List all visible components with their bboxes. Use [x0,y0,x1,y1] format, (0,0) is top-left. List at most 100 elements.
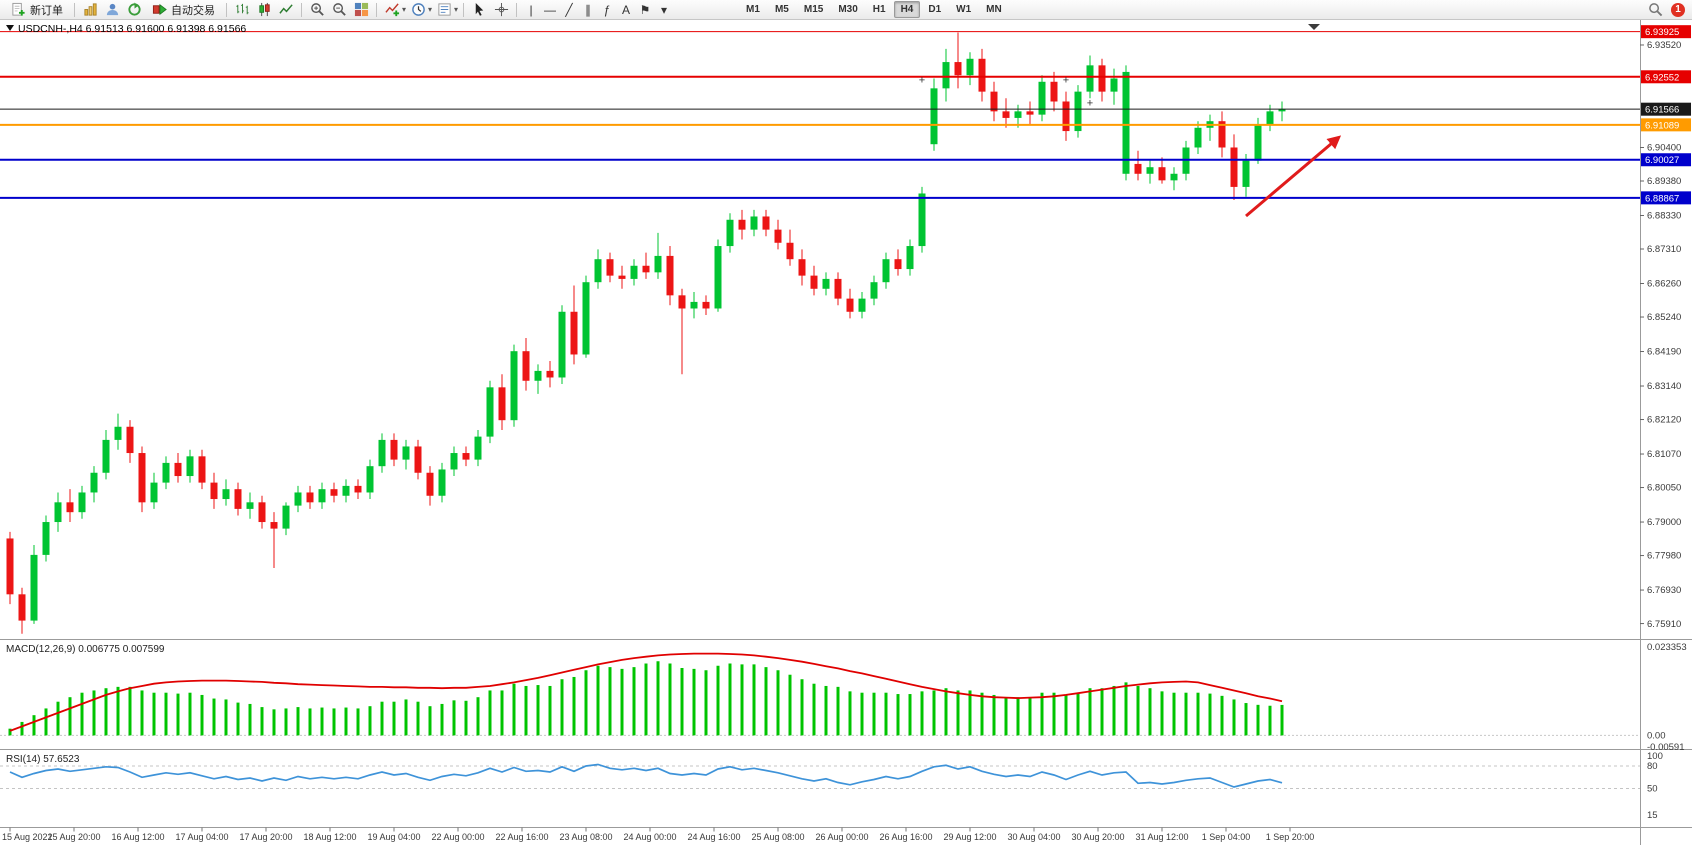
axis-label: 6.90027 [1645,155,1679,166]
line-chart-type-button[interactable] [276,1,296,18]
axis-label: 100 [1647,751,1663,762]
toolbar-separator [226,2,227,17]
candle-body [690,301,698,309]
cursor-icon [475,2,483,16]
new-order-button[interactable]: 新订单 [5,0,69,19]
drawing-tools-group: | — ╱ ∥ ƒ A ⚑ ▾ [522,2,673,18]
fibonacci-retracement-tool[interactable]: ƒ [603,2,611,17]
chart-window[interactable]: 6.93520 6.90400 6.89380 6.88330 6.87310 6.862… [0,20,1692,845]
timeframe-mn-button[interactable]: MN [986,4,1002,15]
notification-badge[interactable]: 1 [1671,2,1685,17]
axis-label: 15 Aug 20:00 [47,832,100,842]
candle-body [762,216,770,230]
axis-label: 6.91566 [1645,105,1679,116]
timeframe-d1-button[interactable]: D1 [928,4,942,15]
text-label-tool[interactable]: ⚑ [639,2,651,17]
text-tool[interactable]: A [622,2,631,17]
timeframe-group: M1 M5 M15 M30 H1 H4 D1 W1 MN [739,1,1009,18]
candle-body [30,554,38,621]
timeframe-m15-button[interactable]: M15 [803,4,824,15]
candle-body [162,462,170,483]
refresh-button[interactable] [124,1,144,18]
timeframe-m1-button[interactable]: M1 [746,4,760,15]
chart-canvas[interactable]: 6.93520 6.90400 6.89380 6.88330 6.87310 6.862… [0,20,1692,845]
cursor-button[interactable] [469,1,489,18]
search-button[interactable] [1645,1,1665,18]
candle-body [426,472,434,496]
horizontal-line-tool[interactable]: — [544,2,557,17]
bar-chart-type-button[interactable] [232,1,252,18]
candle-body [1146,167,1154,174]
chevron-down-icon[interactable]: ▾ [454,5,459,14]
chevron-down-icon[interactable]: ▾ [402,5,407,14]
candle-body [1026,111,1034,115]
periods-button[interactable] [408,1,428,18]
axis-label: 19 Aug 04:00 [367,832,420,842]
timeframe-w1-button[interactable]: W1 [956,4,972,15]
candle-body [270,522,278,529]
arrow-objects-tool[interactable]: ▾ [661,2,668,17]
axis-label: 6.88330 [1647,211,1681,222]
candle-body [126,426,134,454]
market-watch-button[interactable] [80,1,100,18]
axis-label: 6.79000 [1647,517,1681,528]
candle-body [54,502,62,523]
equidistant-channel-tool[interactable]: ∥ [585,2,592,17]
timeframe-h4-button[interactable]: H4 [893,1,921,18]
candle-body [258,502,266,523]
candle-body [534,370,542,381]
axis-label: 25 Aug 08:00 [751,832,804,842]
timeframe-m5-button[interactable]: M5 [774,4,789,15]
axis-label: USDCNH-,H4 6.91513 6.91600 6.91398 6.915… [18,23,246,35]
candle-body [486,387,494,437]
zoom-out-icon [332,3,346,16]
axis-label: 30 Aug 04:00 [1007,832,1060,842]
trend-arrow-annotation[interactable] [1245,135,1342,218]
timeframe-m30-button[interactable]: M30 [838,4,858,15]
candle-body [894,259,902,270]
candle-body [90,472,98,493]
indicators-button[interactable] [382,1,402,18]
candle-body [1014,111,1022,118]
chevron-down-icon[interactable]: ▾ [428,5,433,14]
candle-body [66,502,74,513]
candle-body [246,502,254,509]
axis-label: 6.92552 [1645,72,1679,83]
candle-body [942,62,950,89]
candle-body [594,259,602,283]
tile-windows-button[interactable] [351,1,371,18]
zoom-out-button[interactable] [329,1,349,18]
crosshair-button[interactable] [491,1,511,18]
symbol-dropdown-icon[interactable] [6,25,14,31]
axis-label: 0.023353 [1647,642,1687,653]
timeframe-h1-button[interactable]: H1 [872,4,886,15]
candlestick-chart-type-button[interactable] [254,1,274,18]
candle-body [834,278,842,299]
candle-body [750,216,758,230]
toolbar-separator [516,2,518,17]
vertical-line-tool[interactable]: | [529,2,533,17]
axis-label: 24 Aug 16:00 [687,832,740,842]
trendline-tool[interactable]: ╱ [565,2,573,17]
auto-trading-button[interactable]: 自动交易 [146,0,221,19]
bar-chart-icon [235,3,249,15]
candle-body [198,456,206,483]
candle-body [150,482,158,503]
templates-button[interactable] [434,1,454,18]
candle-body [1158,167,1166,181]
candle-body [582,282,590,355]
data-window-button[interactable] [102,1,122,18]
candle-body [906,246,914,270]
candle-body [438,469,446,496]
data-window-icon [106,3,118,16]
candle-body [282,505,290,529]
zoom-in-button[interactable] [307,1,327,18]
chart-shift-marker[interactable] [1308,24,1320,30]
candle-body [210,482,218,500]
axis-label: 0.00 [1647,730,1666,741]
axis-label: 22 Aug 00:00 [431,832,484,842]
indicators-icon [384,3,399,17]
candle-body [186,456,194,477]
axis-label: 50 [1647,784,1658,795]
axis-label: 6.90400 [1647,143,1681,154]
